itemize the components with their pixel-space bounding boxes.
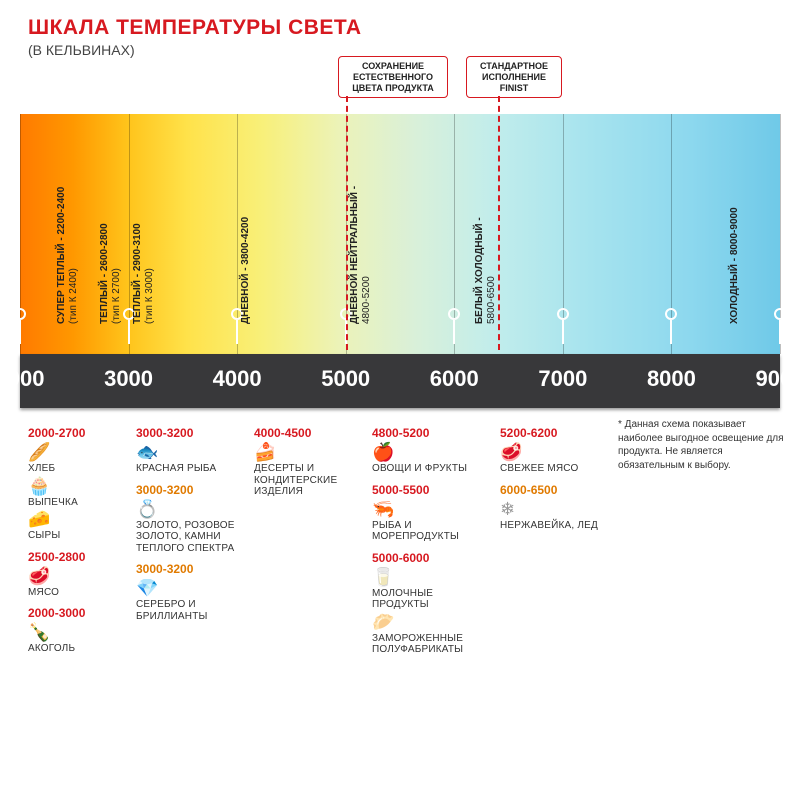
- product-range: 3000-3200: [136, 483, 246, 497]
- axis-number: 5000: [321, 366, 370, 392]
- axis-number: 8000: [647, 366, 696, 392]
- product-label: СВЕЖЕЕ МЯСО: [500, 463, 610, 475]
- footnote: * Данная схема показывает наиболее выгод…: [618, 418, 788, 472]
- product-label: ДЕСЕРТЫ И КОНДИТЕРСКИЕ ИЗДЕЛИЯ: [254, 463, 364, 498]
- product-column: 2000-2700 🥖 ХЛЕБ 🧁 ВЫПЕЧКА🧀 СЫРЫ 2500-2800 🥩 МЯС…: [28, 418, 128, 658]
- product-icon: 💎: [136, 579, 246, 597]
- callout-box: СТАНДАРТНОЕИСПОЛНЕНИЕFINIST: [466, 56, 562, 98]
- product-range: 2000-3000: [28, 606, 128, 620]
- product-column: 4800-5200 🍎 ОВОЩИ И ФРУКТЫ 5000-5500 🦐 РЫБА И…: [372, 418, 492, 658]
- spectrum-vertical-sublabel: 5800-6500: [486, 276, 497, 324]
- product-label: ВЫПЕЧКА: [28, 497, 128, 509]
- product-icon: 🥛: [372, 568, 492, 586]
- spectrum-vertical-label: ДНЕВНОЙ - 3800-4200: [240, 217, 251, 324]
- product-label: ЗОЛОТО, РОЗОВОЕ ЗОЛОТО, КАМНИ ТЕПЛОГО СП…: [136, 520, 246, 555]
- axis-number: 4000: [213, 366, 262, 392]
- axis-number: 2000: [0, 366, 44, 392]
- spectrum-vertical-label: БЕЛЫЙ ХОЛОДНЫЙ -: [474, 217, 485, 324]
- product-column: 3000-3200 🐟 КРАСНАЯ РЫБА 3000-3200 💍 ЗОЛОТО, …: [136, 418, 246, 658]
- spectrum-vertical-sublabel: (тип К 2400): [68, 268, 79, 324]
- spectrum-vertical-sublabel: (тип К 3000): [144, 268, 155, 324]
- axis-number: 3000: [104, 366, 153, 392]
- spectrum-vertical-label: ДНЕВНОЙ НЕЙТРАЛЬНЫЙ -: [349, 186, 360, 324]
- product-range: 3000-3200: [136, 562, 246, 576]
- product-label: МОЛОЧНЫЕ ПРОДУКТЫ: [372, 588, 492, 611]
- product-column: 4000-4500 🍰 ДЕСЕРТЫ И КОНДИТЕРСКИЕ ИЗДЕЛИЯ: [254, 418, 364, 658]
- product-icon: 🥟: [372, 613, 492, 631]
- product-icon: 💍: [136, 500, 246, 518]
- spectrum-vertical-label: СУПЕР ТЕПЛЫЙ - 2200-2400: [56, 187, 67, 324]
- product-label: НЕРЖАВЕЙКА, ЛЕД: [500, 520, 610, 532]
- product-label: СЫРЫ: [28, 530, 128, 542]
- product-label: СЕРЕБРО И БРИЛЛИАНТЫ: [136, 599, 246, 622]
- product-label: ЗАМОРОЖЕННЫЕ ПОЛУФАБРИКАТЫ: [372, 633, 492, 656]
- product-icon: 🍰: [254, 443, 364, 461]
- spectrum-vertical-label: ТЕПЛЫЙ - 2900-3100: [132, 223, 143, 324]
- callouts-layer: СОХРАНЕНИЕЕСТЕСТВЕННОГОЦВЕТА ПРОДУКТА СТА…: [0, 56, 800, 116]
- callout-box: СОХРАНЕНИЕЕСТЕСТВЕННОГОЦВЕТА ПРОДУКТА: [338, 56, 448, 98]
- spectrum-vertical-label: ХОЛОДНЫЙ - 8000-9000: [729, 207, 740, 324]
- product-icon: 🍎: [372, 443, 492, 461]
- axis-number: 7000: [538, 366, 587, 392]
- spectrum-vertical-sublabel: 4800-5200: [361, 276, 372, 324]
- callout-dashed-line: [498, 96, 500, 350]
- page-title: ШКАЛА ТЕМПЕРАТУРЫ СВЕТА: [28, 16, 800, 40]
- product-range: 2000-2700: [28, 426, 128, 440]
- product-column: 5200-6200 🥩 СВЕЖЕЕ МЯСО 6000-6500 ❄ НЕРЖАВЕЙК…: [500, 418, 610, 658]
- product-icon: ❄: [500, 500, 610, 518]
- product-icon: 🧀: [28, 510, 128, 528]
- axis-number: 9000: [756, 366, 800, 392]
- spectrum-area: 20003000400050006000700080009000СУПЕР ТЕ…: [20, 114, 780, 354]
- product-label: ОВОЩИ И ФРУКТЫ: [372, 463, 492, 475]
- product-range: 4000-4500: [254, 426, 364, 440]
- spectrum-vertical-label: ТЕПЛЫЙ - 2600-2800: [99, 223, 110, 324]
- spectrum-vertical-sublabel: (тип К 2700): [111, 268, 122, 324]
- product-label: ХЛЕБ: [28, 463, 128, 475]
- product-label: АКОГОЛЬ: [28, 643, 128, 655]
- product-icon: 🧁: [28, 477, 128, 495]
- axis-number: 6000: [430, 366, 479, 392]
- product-range: 5000-6000: [372, 551, 492, 565]
- product-icon: 🥩: [500, 443, 610, 461]
- product-icon: 🐟: [136, 443, 246, 461]
- product-icon: 🍾: [28, 623, 128, 641]
- product-label: МЯСО: [28, 587, 128, 599]
- product-range: 2500-2800: [28, 550, 128, 564]
- callout-dashed-line: [346, 96, 348, 350]
- product-label: КРАСНАЯ РЫБА: [136, 463, 246, 475]
- note-column: * Данная схема показывает наиболее выгод…: [618, 418, 788, 658]
- product-range: 6000-6500: [500, 483, 610, 497]
- product-range: 3000-3200: [136, 426, 246, 440]
- product-range: 5200-6200: [500, 426, 610, 440]
- product-range: 5000-5500: [372, 483, 492, 497]
- product-icon: 🥩: [28, 567, 128, 585]
- product-icon: 🦐: [372, 500, 492, 518]
- product-grid: 2000-2700 🥖 ХЛЕБ 🧁 ВЫПЕЧКА🧀 СЫРЫ 2500-2800 🥩 МЯС…: [28, 418, 780, 658]
- product-range: 4800-5200: [372, 426, 492, 440]
- product-icon: 🥖: [28, 443, 128, 461]
- product-label: РЫБА И МОРЕПРОДУКТЫ: [372, 520, 492, 543]
